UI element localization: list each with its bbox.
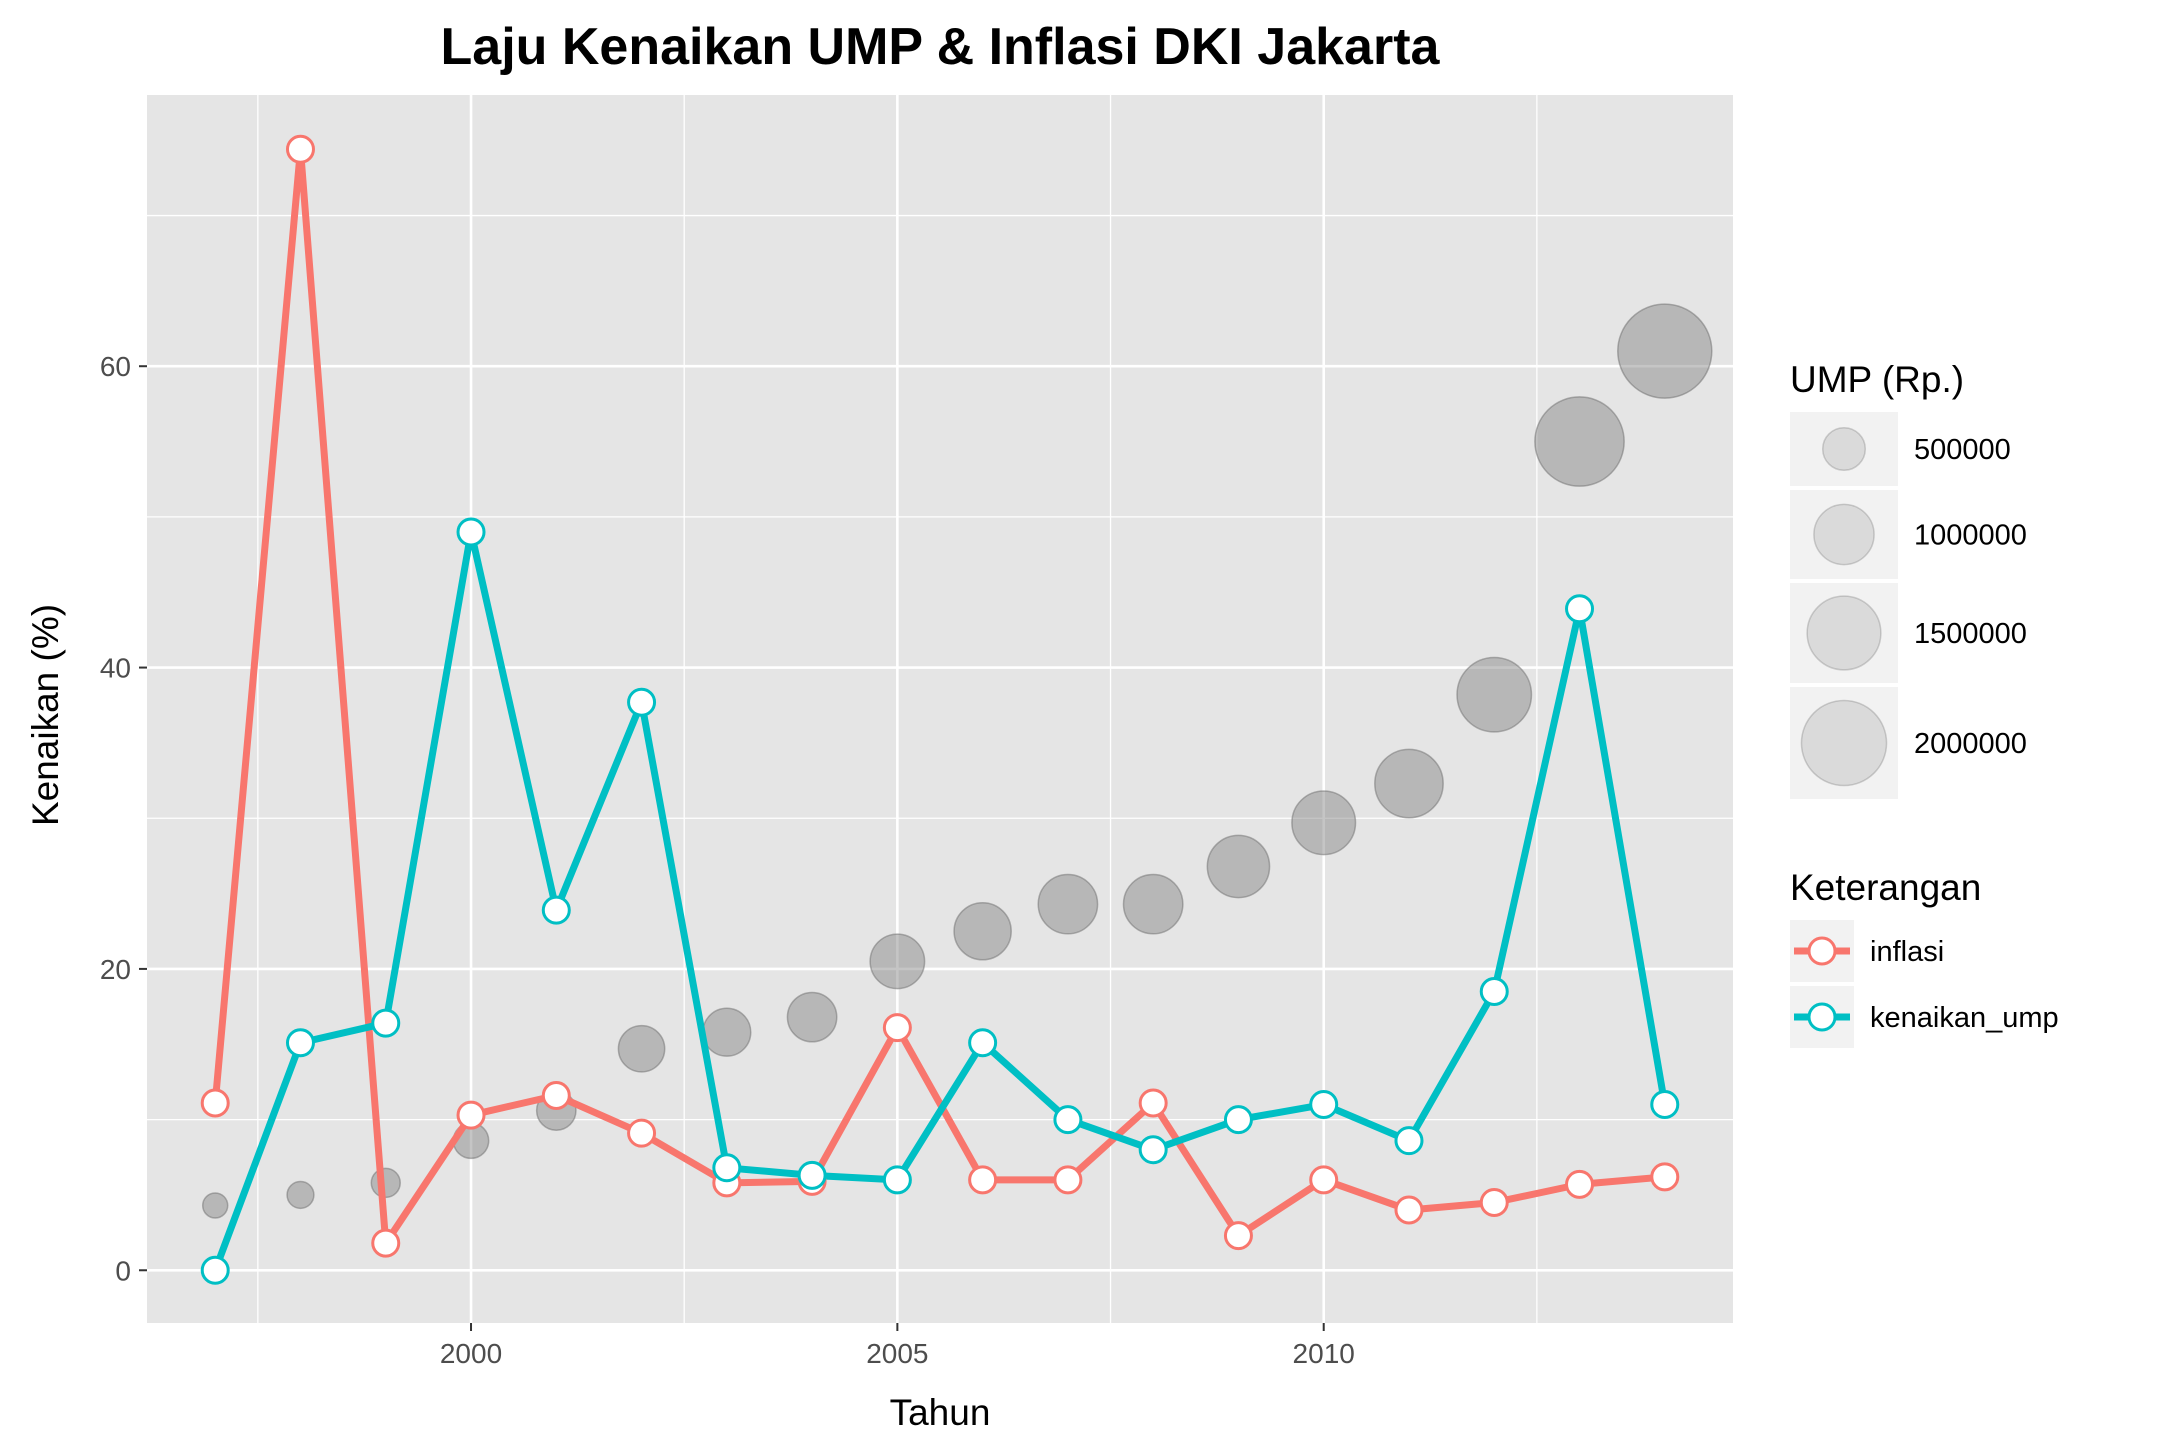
x-tick-label: 2010 xyxy=(1293,1338,1355,1369)
series-line-kenaikan_ump xyxy=(211,528,1669,1274)
point-kenaikan_ump xyxy=(882,1165,912,1195)
point-inflasi xyxy=(200,1088,230,1118)
ump-bubble xyxy=(1374,748,1444,819)
legends: UMP (Rp.) 500000 1000000 1500000 2000000 Kete… xyxy=(1790,359,2059,1048)
series-points xyxy=(200,134,1680,1285)
ump-bubble xyxy=(953,901,1012,961)
point-kenaikan_ump xyxy=(1394,1126,1424,1156)
point-inflasi xyxy=(1223,1221,1253,1251)
ump-bubble xyxy=(869,933,926,990)
y-tick-label: 40 xyxy=(100,653,131,684)
point-inflasi xyxy=(627,1118,657,1148)
ump-bubble xyxy=(1534,396,1625,487)
legend-label-ump: 1500000 xyxy=(1914,618,2027,650)
y-tick-label: 0 xyxy=(115,1255,131,1286)
legend-title-ump: UMP (Rp.) xyxy=(1790,359,1964,400)
point-kenaikan_ump xyxy=(968,1028,998,1058)
legend-label-inflasi: inflasi xyxy=(1870,936,1944,968)
point-kenaikan_ump xyxy=(285,1028,315,1058)
point-kenaikan_ump xyxy=(1479,977,1509,1007)
point-kenaikan_ump xyxy=(1650,1090,1680,1120)
ump-bubble xyxy=(786,991,838,1043)
point-kenaikan_ump xyxy=(1565,594,1595,624)
ump-bubble xyxy=(1456,656,1533,733)
point-inflasi xyxy=(1053,1165,1083,1195)
point-inflasi xyxy=(1650,1162,1680,1192)
point-inflasi xyxy=(1565,1169,1595,1199)
legend-bubble-ump xyxy=(1806,595,1882,671)
legend-key-ump xyxy=(1790,583,1898,683)
point-kenaikan_ump xyxy=(1053,1105,1083,1135)
ump-bubble xyxy=(1037,873,1099,935)
y-tick-label: 20 xyxy=(100,954,131,985)
point-kenaikan_ump xyxy=(1309,1090,1339,1120)
legend-bubble-ump xyxy=(1821,426,1867,472)
legend-key-ump xyxy=(1790,687,1898,799)
ump-bubble xyxy=(1206,834,1271,899)
x-tick-label: 2000 xyxy=(440,1338,502,1369)
legend-bubble-ump xyxy=(1800,699,1888,787)
legend-label-ump: 500000 xyxy=(1914,434,2011,466)
point-kenaikan_ump xyxy=(1138,1135,1168,1165)
point-inflasi xyxy=(1394,1195,1424,1225)
ump-bubble xyxy=(1291,790,1357,856)
point-kenaikan_ump xyxy=(797,1160,827,1190)
point-kenaikan_ump xyxy=(627,687,657,717)
point-kenaikan_ump xyxy=(371,1008,401,1038)
legend-key-ump xyxy=(1790,412,1898,486)
legend-key-ump xyxy=(1790,490,1898,579)
point-inflasi xyxy=(541,1080,571,1110)
legend-label-ump: 1000000 xyxy=(1914,520,2027,552)
point-inflasi xyxy=(285,134,315,164)
legend-label-kenaikan_ump: kenaikan_ump xyxy=(1870,1002,2059,1034)
y-tick-label: 60 xyxy=(100,351,131,382)
point-kenaikan_ump xyxy=(541,895,571,925)
point-inflasi xyxy=(882,1013,912,1043)
x-axis-title: Tahun xyxy=(890,1392,991,1433)
point-inflasi xyxy=(968,1165,998,1195)
legend-point-kenaikan_ump xyxy=(1807,1002,1837,1032)
panel-background xyxy=(147,95,1733,1323)
point-inflasi xyxy=(1138,1088,1168,1118)
point-inflasi xyxy=(1309,1165,1339,1195)
plot-panel xyxy=(147,95,1733,1323)
ump-bubble xyxy=(201,1192,229,1219)
ump-bubble xyxy=(370,1167,401,1199)
legend-point-inflasi xyxy=(1807,936,1837,966)
ump-bubble xyxy=(617,1024,666,1073)
legend-bubble-ump xyxy=(1813,503,1875,566)
point-inflasi xyxy=(456,1100,486,1130)
ump-bubble xyxy=(1617,303,1713,399)
point-kenaikan_ump xyxy=(712,1153,742,1183)
point-inflasi xyxy=(1479,1187,1509,1217)
legend-label-ump: 2000000 xyxy=(1914,728,2027,760)
legend-title-keterangan: Keterangan xyxy=(1790,867,1981,908)
y-axis-title: Kenaikan (%) xyxy=(25,604,66,826)
point-kenaikan_ump xyxy=(200,1255,230,1285)
x-tick-label: 2005 xyxy=(866,1338,928,1369)
point-kenaikan_ump xyxy=(1223,1105,1253,1135)
ump-bubble xyxy=(702,1007,752,1057)
ump-bubble xyxy=(286,1180,315,1210)
point-inflasi xyxy=(371,1228,401,1258)
chart-title: Laju Kenaikan UMP & Inflasi DKI Jakarta xyxy=(441,18,1441,76)
ump-bubble xyxy=(1122,873,1184,935)
axes: 2000 2005 2010 0 20 40 60 xyxy=(100,351,1355,1369)
point-kenaikan_ump xyxy=(456,517,486,547)
